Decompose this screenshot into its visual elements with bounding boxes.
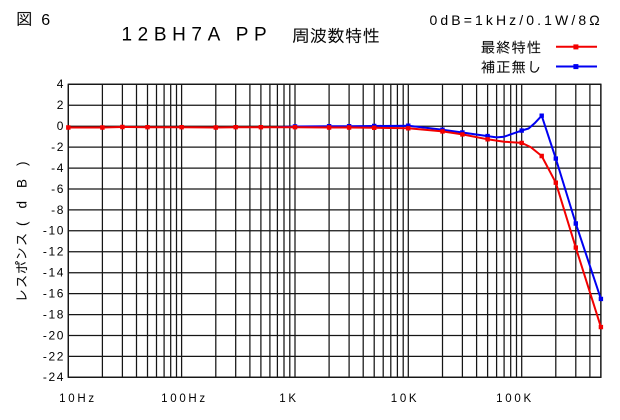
svg-text:12BH7A PP: 12BH7A PP [122,25,273,46]
svg-text:100Hz: 100Hz [161,393,208,405]
svg-text:(dB): (dB) [15,148,30,226]
svg-text:-6: -6 [51,182,65,196]
svg-text:10K: 10K [391,393,420,405]
svg-text:0dB=1kHz/0.1W/8Ω: 0dB=1kHz/0.1W/8Ω [430,12,603,28]
svg-text:0: 0 [57,119,65,133]
svg-text:-18: -18 [43,308,65,322]
svg-text:4: 4 [57,77,65,91]
svg-text:-12: -12 [43,245,65,259]
svg-text:-14: -14 [43,266,65,280]
svg-text:100K: 100K [496,393,534,405]
svg-text:-4: -4 [51,161,65,175]
svg-text:10Hz: 10Hz [59,393,97,405]
svg-text:-10: -10 [43,224,65,238]
svg-text:-16: -16 [43,287,65,301]
svg-text:1K: 1K [279,393,298,405]
svg-text:6: 6 [41,12,50,29]
svg-text:-24: -24 [43,370,65,384]
svg-text:-20: -20 [43,328,65,342]
svg-text:-8: -8 [51,203,65,217]
svg-text:2: 2 [57,98,65,112]
svg-text:-2: -2 [51,140,65,154]
svg-text:-22: -22 [43,349,65,363]
